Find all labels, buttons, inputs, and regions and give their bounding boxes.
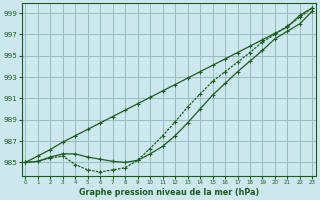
- X-axis label: Graphe pression niveau de la mer (hPa): Graphe pression niveau de la mer (hPa): [79, 188, 259, 197]
